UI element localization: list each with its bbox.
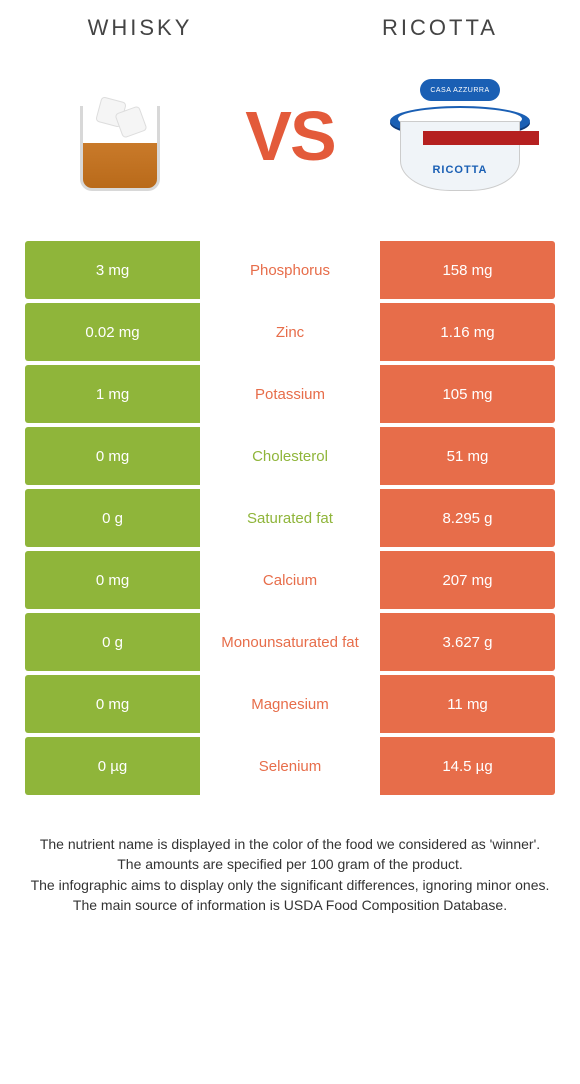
table-row: 0.02 mgZinc1.16 mg (25, 303, 555, 361)
value-left: 0 g (25, 489, 200, 547)
value-right: 51 mg (380, 427, 555, 485)
footer-line: The main source of information is USDA F… (20, 895, 560, 915)
value-left: 0 µg (25, 737, 200, 795)
table-row: 1 mgPotassium105 mg (25, 365, 555, 423)
value-left: 0 mg (25, 675, 200, 733)
table-row: 0 gMonounsaturated fat3.627 g (25, 613, 555, 671)
title-left: WHISKY (40, 15, 240, 41)
nutrient-name: Saturated fat (200, 489, 380, 547)
value-left: 0 mg (25, 427, 200, 485)
ricotta-tub-label: RICOTTA (410, 164, 510, 176)
table-row: 0 mgMagnesium11 mg (25, 675, 555, 733)
value-right: 3.627 g (380, 613, 555, 671)
table-row: 0 µgSelenium14.5 µg (25, 737, 555, 795)
value-left: 0.02 mg (25, 303, 200, 361)
value-left: 1 mg (25, 365, 200, 423)
value-right: 11 mg (380, 675, 555, 733)
table-row: 0 gSaturated fat8.295 g (25, 489, 555, 547)
value-right: 105 mg (380, 365, 555, 423)
nutrient-table: 3 mgPhosphorus158 mg0.02 mgZinc1.16 mg1 … (0, 241, 580, 795)
footer-line: The infographic aims to display only the… (20, 875, 560, 895)
nutrient-name: Phosphorus (200, 241, 380, 299)
footer-line: The amounts are specified per 100 gram o… (20, 854, 560, 874)
nutrient-name: Zinc (200, 303, 380, 361)
nutrient-name: Potassium (200, 365, 380, 423)
footer-notes: The nutrient name is displayed in the co… (0, 799, 580, 915)
nutrient-name: Cholesterol (200, 427, 380, 485)
header: WHISKY RICOTTA (0, 0, 580, 41)
nutrient-name: Magnesium (200, 675, 380, 733)
images-row: VS CASA AZZURRA RICOTTA (0, 41, 580, 241)
table-row: 3 mgPhosphorus158 mg (25, 241, 555, 299)
ricotta-brand: CASA AZZURRA (420, 79, 500, 101)
value-left: 3 mg (25, 241, 200, 299)
value-left: 0 mg (25, 551, 200, 609)
table-row: 0 mgCholesterol51 mg (25, 427, 555, 485)
ricotta-image: CASA AZZURRA RICOTTA (380, 61, 540, 211)
nutrient-name: Selenium (200, 737, 380, 795)
footer-line: The nutrient name is displayed in the co… (20, 834, 560, 854)
value-right: 1.16 mg (380, 303, 555, 361)
value-right: 158 mg (380, 241, 555, 299)
value-right: 8.295 g (380, 489, 555, 547)
title-right: RICOTTA (340, 15, 540, 41)
value-right: 14.5 µg (380, 737, 555, 795)
nutrient-name: Calcium (200, 551, 380, 609)
value-left: 0 g (25, 613, 200, 671)
vs-label: VS (245, 96, 334, 176)
value-right: 207 mg (380, 551, 555, 609)
nutrient-name: Monounsaturated fat (200, 613, 380, 671)
table-row: 0 mgCalcium207 mg (25, 551, 555, 609)
whisky-image (40, 61, 200, 211)
